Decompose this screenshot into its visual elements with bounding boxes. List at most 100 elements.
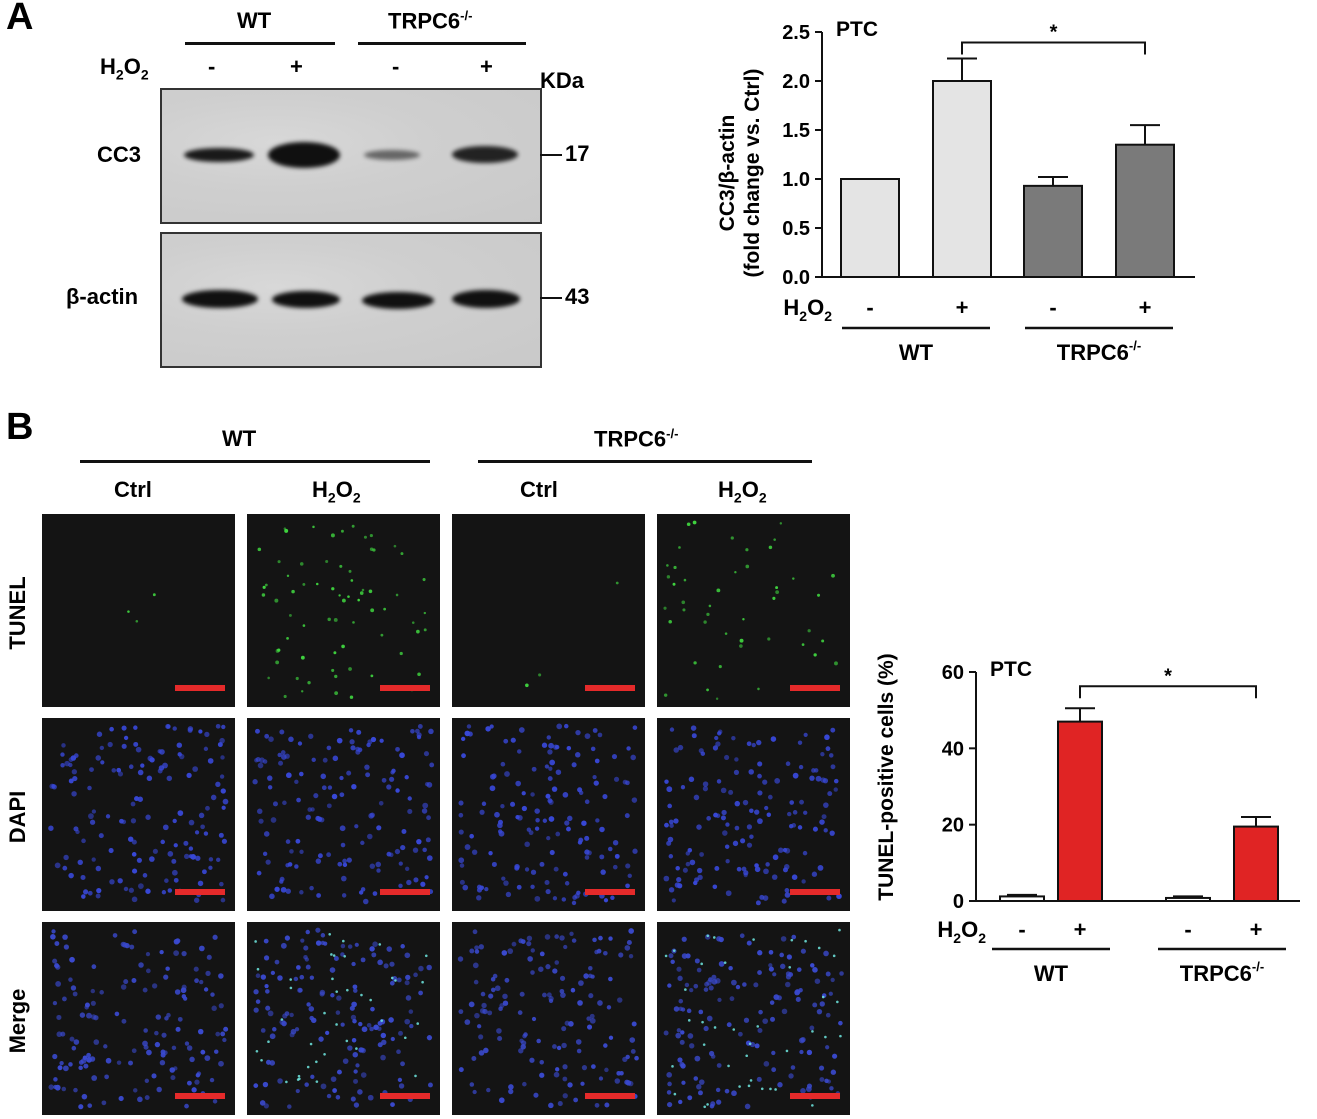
blot-kda-label: KDa xyxy=(540,68,585,93)
micrograph-merge-ko-h2o2 xyxy=(657,922,850,1115)
o-char: O xyxy=(123,54,141,79)
scale-bar xyxy=(585,685,635,691)
micrograph-cells xyxy=(252,723,435,905)
blot-lane-2: + xyxy=(290,54,303,79)
micro-trpc6-label: TRPC6-/- xyxy=(594,426,678,452)
sub-b4: 2 xyxy=(758,489,767,506)
cc3-blot xyxy=(160,88,542,224)
scale-bar xyxy=(175,1093,225,1099)
scale-bar xyxy=(790,685,840,691)
chart-a-lane-1: + xyxy=(956,295,969,320)
cc3-band-4 xyxy=(452,146,518,163)
col-h2o2-ko: H2O2 xyxy=(718,477,767,505)
mw-tick-43 xyxy=(540,297,562,299)
chart-a-h2o2-label: H2O2 xyxy=(783,295,832,324)
chart-a-ytick-label-0: 0.0 xyxy=(782,267,810,289)
blot-lane-3: - xyxy=(392,54,400,79)
chart-a-ylabel: CC3/β-actin (fold change vs. Ctrl) xyxy=(715,53,765,293)
h-b1: H xyxy=(312,477,328,502)
blot-cc3-label: CC3 xyxy=(97,142,142,167)
mw-tick-17 xyxy=(540,154,562,156)
chart-b-h2o2-label: H2O2 xyxy=(937,917,986,946)
chart-b-sig-bracket xyxy=(1079,685,1257,699)
chart-b-group-label-1: TRPC6-/- xyxy=(1180,959,1264,986)
blot-trpc6-label: TRPC6-/- xyxy=(388,8,472,34)
chart-b-bar-0 xyxy=(999,895,1045,903)
micrograph-tunel-ko-ctrl xyxy=(452,514,645,707)
col-ctrl-ko: Ctrl xyxy=(520,477,558,502)
chart-b-ytick-label-1: 20 xyxy=(942,815,964,837)
chart-a-bar-2 xyxy=(1023,184,1083,278)
h-b2: H xyxy=(718,477,734,502)
chart-b-ytick-label-0: 0 xyxy=(953,891,964,913)
chart-b-ytick-label-3: 60 xyxy=(942,662,964,684)
chart-b-bar-2 xyxy=(1165,896,1211,902)
actin-blot xyxy=(160,232,542,368)
blot-trpc6-rule xyxy=(358,42,526,45)
micrograph-cells xyxy=(663,520,838,700)
scale-bar xyxy=(790,889,840,895)
micro-trpc6-sup: -/- xyxy=(666,426,679,441)
blot-wt-rule xyxy=(185,42,335,45)
scale-bar xyxy=(380,889,430,895)
actin-band-2 xyxy=(272,291,340,308)
micrograph-cells xyxy=(457,928,639,1109)
chart-b-lane-2: - xyxy=(1184,917,1191,942)
panel-a-letter: A xyxy=(6,0,34,38)
micrograph-dapi-wt-ctrl xyxy=(42,718,235,911)
sub-2a: 2 xyxy=(115,66,124,83)
row-label-dapi: DAPI xyxy=(5,790,30,844)
chart-b-lane-1: + xyxy=(1074,917,1087,942)
chart-a-sig-star: * xyxy=(1050,21,1058,43)
chart-a-group-label-0: WT xyxy=(899,340,934,365)
o-b1: O xyxy=(335,477,353,502)
o-b2: O xyxy=(741,477,759,502)
micrograph-cells xyxy=(458,723,638,906)
panel-b-letter: B xyxy=(6,406,34,448)
chart-b-svg: 0 20 40 60 PTC - + - + * H2O2 WT TRPC6-/- xyxy=(937,658,1300,986)
blot-trpc6-text: TRPC6 xyxy=(388,8,461,34)
chart-a-bar-1 xyxy=(932,80,992,278)
micrograph-tunel-wt-ctrl xyxy=(42,514,235,707)
row-label-tunel: TUNEL xyxy=(5,576,30,650)
cc3-band-1 xyxy=(184,148,254,162)
micro-trpc6-text: TRPC6 xyxy=(594,426,667,452)
micrograph-merge-ko-ctrl xyxy=(452,922,645,1115)
chart-b-ylabel: TUNEL-positive cells (%) xyxy=(875,653,898,901)
blot-actin-label: β-actin xyxy=(66,284,139,309)
chart-a-sig-bracket xyxy=(961,41,1146,55)
sub-2b: 2 xyxy=(140,66,149,83)
chart-a-title: PTC xyxy=(836,18,878,41)
chart-b-bar-1 xyxy=(1057,720,1103,902)
sub-b2: 2 xyxy=(352,489,361,506)
micrograph-tunel-ko-h2o2 xyxy=(657,514,850,707)
micrograph-cells xyxy=(663,725,842,906)
micrograph-cells xyxy=(663,928,844,1110)
chart-a-lane-3: + xyxy=(1139,295,1152,320)
chart-a-bar-0 xyxy=(840,178,900,278)
scale-bar xyxy=(585,1093,635,1099)
actin-band-3 xyxy=(362,292,434,309)
micrograph-dapi-ko-ctrl xyxy=(452,718,645,911)
h-char: H xyxy=(100,54,116,79)
chart-b-lane-3: + xyxy=(1250,917,1263,942)
chart-b-sig-star: * xyxy=(1164,665,1172,687)
chart-a-ytick-label-4: 2.0 xyxy=(782,71,810,93)
chart-a-ytick-label-3: 1.5 xyxy=(782,120,810,142)
blot-lane-1: - xyxy=(208,54,216,79)
scale-bar xyxy=(380,1093,430,1099)
micrograph-cells xyxy=(48,723,229,903)
chart-b-lane-0: - xyxy=(1018,917,1025,942)
micrograph-cells xyxy=(48,929,229,1110)
col-ctrl-wt: Ctrl xyxy=(114,477,152,502)
blot-wt-label: WT xyxy=(237,8,272,33)
scale-bar xyxy=(790,1093,840,1099)
sub-b3: 2 xyxy=(733,489,742,506)
scale-bar xyxy=(380,685,430,691)
chart-a-ytick-label-5: 2.5 xyxy=(782,22,810,44)
blot-h2o2-label: H2O2 xyxy=(100,54,149,82)
scale-bar xyxy=(175,685,225,691)
mw-43-label: 43 xyxy=(565,284,590,309)
chart-b-group-label-0: WT xyxy=(1034,961,1069,986)
chart-b-bar-3 xyxy=(1233,825,1279,902)
